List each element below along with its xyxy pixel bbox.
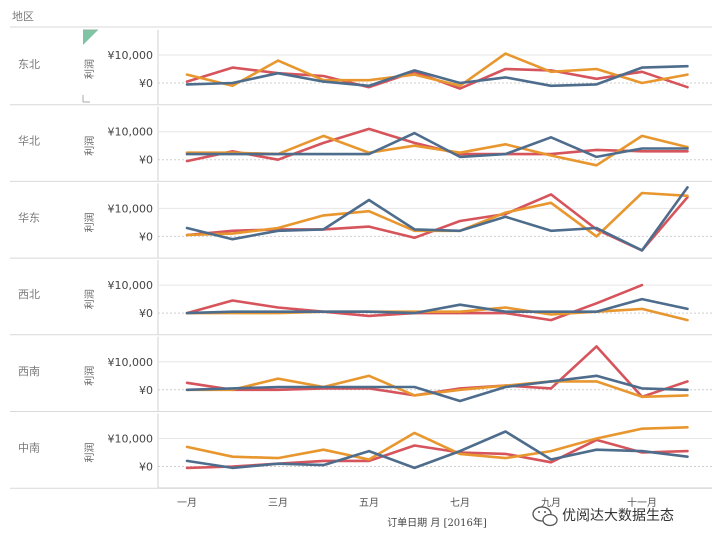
y-tick-label: ¥0 [139,77,153,90]
y-tick-label: ¥10,000 [108,126,154,139]
watermark: 优阅达大数据生态 [532,506,674,527]
region-label: 华北 [18,134,40,148]
x-tick-label: 一月 [177,497,197,509]
series-line-orange [185,426,689,461]
series-line-blue [185,430,689,470]
region-panel: 西北 ¥10,000 ¥0 利润 [10,260,712,336]
y-tick-label: ¥10,000 [108,279,154,292]
x-tick-label: 七月 [450,497,470,509]
region-label: 西北 [18,288,40,301]
series-line-red [185,345,689,399]
region-panel: 华北 ¥10,000 ¥0 利润 [10,106,712,182]
y-tick-label: ¥10,000 [108,202,154,215]
region-panel: 西南 ¥10,000 ¥0 利润 [10,336,712,412]
y-tick-label: ¥0 [139,230,153,243]
x-tick-label: 九月 [541,497,561,509]
series-line-blue [185,131,689,159]
y-tick-label: ¥10,000 [108,433,154,446]
region-label: 东北 [18,58,40,71]
y-axis-title: 利润 [83,136,96,156]
x-axis-title: 订单日期 月 [2016年] [387,516,487,529]
y-axis-title: 利润 [83,366,96,386]
series-line-blue [185,297,689,315]
y-axis-title: 利润 [83,289,96,309]
region-label: 华东 [18,210,40,224]
x-tick-label: 三月 [268,497,288,509]
y-tick-label: ¥0 [139,307,153,320]
series-line-blue [185,64,689,88]
region-panel: 中南 ¥10,000 ¥0 利润 [10,413,712,489]
y-axis-title: 利润 [83,59,96,79]
series-line-blue [185,374,689,403]
region-label: 西南 [18,365,40,378]
x-tick-label: 五月 [359,497,379,509]
region-panel: 华东 ¥10,000 ¥0 利润 [10,183,712,259]
y-axis-title: 利润 [83,443,96,463]
x-tick-label: 十一月 [627,496,657,509]
series-line-red [185,283,644,322]
y-tick-label: ¥0 [139,154,153,167]
y-tick-label: ¥10,000 [108,49,154,62]
region-panel: 东北 ¥10,000 ¥0 利润 [10,30,712,106]
y-axis-title: 利润 [83,212,96,232]
y-tick-label: ¥0 [139,461,153,474]
dimension-header: 地区 [12,10,34,23]
y-tick-label: ¥0 [139,384,153,397]
region-label: 中南 [18,442,40,455]
series-line-orange [185,306,689,322]
wechat-icon [532,506,558,527]
y-tick-label: ¥10,000 [108,356,154,369]
series-line-orange [185,374,689,399]
series-line-blue [185,186,689,252]
watermark-text: 优阅达大数据生态 [562,508,674,524]
series-line-orange [185,52,689,88]
selection-corner-marker [83,30,98,45]
